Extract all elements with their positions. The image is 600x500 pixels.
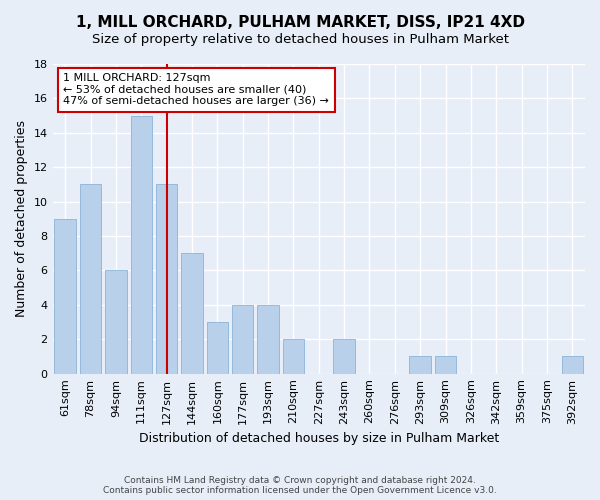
Bar <box>181 253 203 374</box>
Y-axis label: Number of detached properties: Number of detached properties <box>15 120 28 318</box>
X-axis label: Distribution of detached houses by size in Pulham Market: Distribution of detached houses by size … <box>139 432 499 445</box>
Bar <box>80 184 101 374</box>
Bar <box>562 356 583 374</box>
Bar <box>257 305 279 374</box>
Bar <box>409 356 431 374</box>
Bar <box>435 356 457 374</box>
Text: 1 MILL ORCHARD: 127sqm
← 53% of detached houses are smaller (40)
47% of semi-det: 1 MILL ORCHARD: 127sqm ← 53% of detached… <box>63 74 329 106</box>
Bar <box>55 219 76 374</box>
Bar <box>334 340 355 374</box>
Bar <box>232 305 253 374</box>
Bar <box>105 270 127 374</box>
Text: Contains HM Land Registry data © Crown copyright and database right 2024.
Contai: Contains HM Land Registry data © Crown c… <box>103 476 497 495</box>
Bar <box>206 322 228 374</box>
Bar <box>283 340 304 374</box>
Bar <box>131 116 152 374</box>
Text: Size of property relative to detached houses in Pulham Market: Size of property relative to detached ho… <box>91 32 509 46</box>
Bar <box>156 184 178 374</box>
Text: 1, MILL ORCHARD, PULHAM MARKET, DISS, IP21 4XD: 1, MILL ORCHARD, PULHAM MARKET, DISS, IP… <box>76 15 524 30</box>
